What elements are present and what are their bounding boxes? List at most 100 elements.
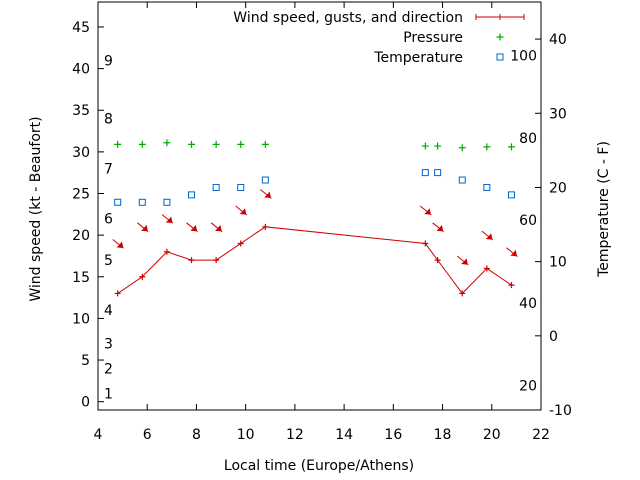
pressure-point xyxy=(434,142,442,150)
pressure-point xyxy=(421,142,429,150)
y-tick-label: 0 xyxy=(81,395,90,411)
wind-direction-arrow xyxy=(210,222,223,233)
beaufort-label: 9 xyxy=(104,53,113,69)
y-tick-label: 35 xyxy=(72,103,90,119)
wind-direction-arrow-head xyxy=(190,224,199,233)
temperature-point xyxy=(261,176,269,184)
pressure-point xyxy=(212,140,220,148)
wind-direction-arrow-head xyxy=(485,233,494,241)
beaufort-label: 7 xyxy=(104,162,113,178)
y2-tick-label: 0 xyxy=(549,329,558,345)
legend: Wind speed, gusts, and direction Pressure… xyxy=(233,10,525,66)
beaufort-label: 1 xyxy=(104,386,113,402)
pressure-point xyxy=(237,140,245,148)
temperature-point xyxy=(163,198,171,206)
wind-speed-point xyxy=(188,257,195,264)
beaufort-label: 3 xyxy=(104,336,113,352)
legend-label-wind: Wind speed, gusts, and direction xyxy=(233,10,463,26)
legend-key-temperature xyxy=(496,53,504,61)
y-tick-label: 20 xyxy=(72,228,90,244)
x-tick-label: 18 xyxy=(434,427,452,443)
pressure-point xyxy=(507,143,515,151)
wind-speed-point xyxy=(508,282,515,289)
fahrenheit-label: 100 xyxy=(510,48,537,64)
wind-direction-arrow xyxy=(481,230,494,241)
wind-direction-arrow-head xyxy=(424,208,433,216)
fahrenheit-label: 20 xyxy=(519,379,537,395)
beaufort-label: 4 xyxy=(104,303,113,319)
x-tick-label: 22 xyxy=(532,427,550,443)
pressure-point xyxy=(458,144,466,152)
x-tick-label: 14 xyxy=(335,427,353,443)
y-tick-label: 30 xyxy=(72,145,90,161)
pressure-point xyxy=(163,139,171,147)
fahrenheit-label: 40 xyxy=(519,296,537,312)
beaufort-label: 8 xyxy=(104,112,113,128)
temperature-point xyxy=(212,183,220,191)
wind-direction-arrow-head xyxy=(239,208,248,216)
beaufort-label: 2 xyxy=(104,361,113,377)
x-tick-label: 8 xyxy=(192,427,201,443)
beaufort-label: 6 xyxy=(104,211,113,227)
y2-tick-label: 20 xyxy=(549,180,567,196)
wind-speed-point xyxy=(237,240,244,247)
y-tick-label: 40 xyxy=(72,62,90,78)
y2-axis-label: Temperature (C - F) xyxy=(596,141,612,278)
wind-direction-arrow xyxy=(161,214,174,224)
x-tick-label: 6 xyxy=(143,427,152,443)
fahrenheit-label: 60 xyxy=(519,213,537,229)
wind-direction-arrow xyxy=(420,205,433,216)
legend-label-temperature: Temperature xyxy=(373,50,463,66)
wind-direction-arrow xyxy=(432,222,445,233)
wind-direction-arrow xyxy=(235,205,248,216)
wind-speed-point xyxy=(483,265,490,272)
legend-label-pressure: Pressure xyxy=(403,30,463,46)
y-tick-label: 15 xyxy=(72,270,90,286)
y-axis-label: Wind speed (kt - Beaufort) xyxy=(28,116,44,301)
wind-speed-point xyxy=(262,223,269,230)
marks-layer xyxy=(112,139,519,297)
temperature-point xyxy=(188,191,196,199)
temperature-point xyxy=(237,183,245,191)
wind-speed-point xyxy=(163,248,170,255)
legend-key-wind-marks xyxy=(475,14,525,20)
wind-direction-arrow-head xyxy=(510,249,519,258)
x-tick-label: 10 xyxy=(237,427,255,443)
pressure-point xyxy=(138,140,146,148)
pressure-point xyxy=(261,140,269,148)
x-tick-label: 12 xyxy=(286,427,304,443)
wind-direction-arrow xyxy=(136,222,149,233)
wind-speed-point xyxy=(434,257,441,264)
pressure-point xyxy=(483,143,491,151)
y2-tick-label: 30 xyxy=(549,106,567,122)
axes-layer: 4 6 8 10 12 14 16 18 20 22051015202530354045-1001… xyxy=(72,1,572,443)
fahrenheit-label: 80 xyxy=(519,131,537,147)
temperature-point xyxy=(421,169,429,177)
wind-direction-arrow-head xyxy=(116,241,125,249)
wind-direction-arrow xyxy=(112,239,125,249)
y-tick-label: 5 xyxy=(81,353,90,369)
temperature-point xyxy=(434,169,442,177)
pressure-point xyxy=(114,140,122,148)
wind-direction-arrow-head xyxy=(436,224,445,233)
wind-direction-arrow-head xyxy=(214,224,223,233)
pressure-point xyxy=(188,140,196,148)
y2-tick-label: -10 xyxy=(549,403,572,419)
temperature-point xyxy=(483,183,491,191)
wind-direction-arrow-head xyxy=(141,224,149,233)
wind-direction-arrow-head xyxy=(264,191,273,199)
x-tick-label: 20 xyxy=(483,427,501,443)
wind-direction-arrow xyxy=(260,189,273,199)
wind-direction-arrow-head xyxy=(165,216,174,224)
wind-direction-arrow-head xyxy=(461,258,469,266)
x-tick-label: 4 xyxy=(94,427,103,443)
y2-tick-label: 10 xyxy=(549,255,567,271)
temperature-point xyxy=(114,198,122,206)
wind-speed-point xyxy=(114,290,121,297)
y-tick-label: 10 xyxy=(72,311,90,327)
y-tick-label: 45 xyxy=(72,20,90,36)
wind-speed-point xyxy=(213,257,220,264)
y-tick-label: 25 xyxy=(72,187,90,203)
wind-speed-point xyxy=(139,273,146,280)
